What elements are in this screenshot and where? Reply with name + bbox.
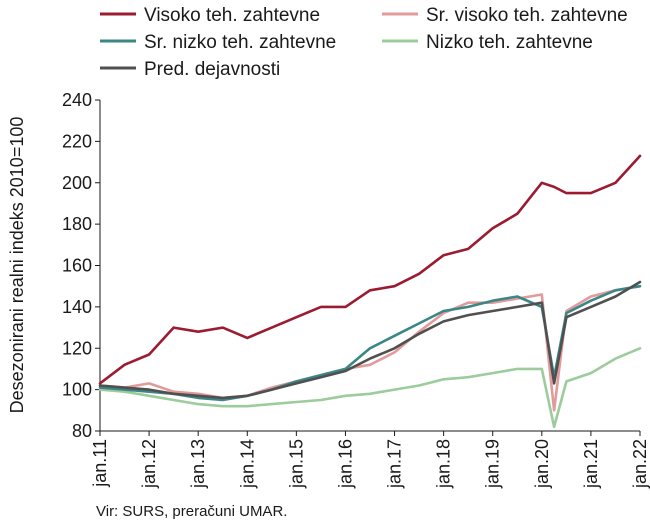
y-tick-label: 220 [62,131,92,151]
y-tick-label: 240 [62,90,92,110]
plot-area [98,154,642,429]
y-tick-label: 80 [72,421,92,441]
series-line-3 [98,346,642,429]
y-tick-label: 160 [62,256,92,276]
y-tick-label: 180 [62,214,92,234]
legend-label: Nizko teh. zahtevne [426,32,593,53]
x-tick-label: jan.22 [630,439,650,489]
x-tick-label: jan.20 [532,439,552,489]
legend-label: Visoko teh. zahtevne [144,5,320,26]
x-tick-label: jan.14 [237,439,257,489]
x-tick-label: jan.11 [90,439,110,488]
series-line-0 [98,154,642,385]
y-tick-label: 120 [62,338,92,358]
y-tick-label: 100 [62,380,92,400]
x-tick-label: jan.17 [385,439,405,489]
legend-label: Sr. nizko teh. zahtevne [144,32,336,53]
y-tick-label: 200 [62,173,92,193]
source-note: Vir: SURS, preračuni UMAR. [96,503,288,520]
x-tick-label: jan.21 [581,439,601,489]
x-tick-label: jan.13 [188,439,208,489]
legend-label: Sr. visoko teh. zahtevne [426,5,628,26]
legend-label: Pred. dejavnosti [144,59,280,80]
x-tick-label: jan.19 [483,439,503,489]
y-tick-label: 140 [62,297,92,317]
x-tick-label: jan.15 [286,439,306,489]
x-tick-label: jan.18 [434,439,454,489]
series-line-4 [98,280,642,400]
y-axis: 80 100 120 140 160 180 200 220 240 [62,90,101,441]
x-axis: jan.11 jan.12 jan.13 jan.14 jan.15 jan.16 jan.… [90,430,650,489]
x-tick-label: jan.12 [139,439,159,489]
x-tick-label: jan.16 [335,439,355,489]
legend: Visoko teh. zahtevne Sr. visoko teh. zaht… [100,5,628,80]
series-line-1 [98,284,642,412]
series-line-2 [98,284,642,402]
y-axis-title: Desezonirani realni indeks 2010=100 [7,117,27,414]
